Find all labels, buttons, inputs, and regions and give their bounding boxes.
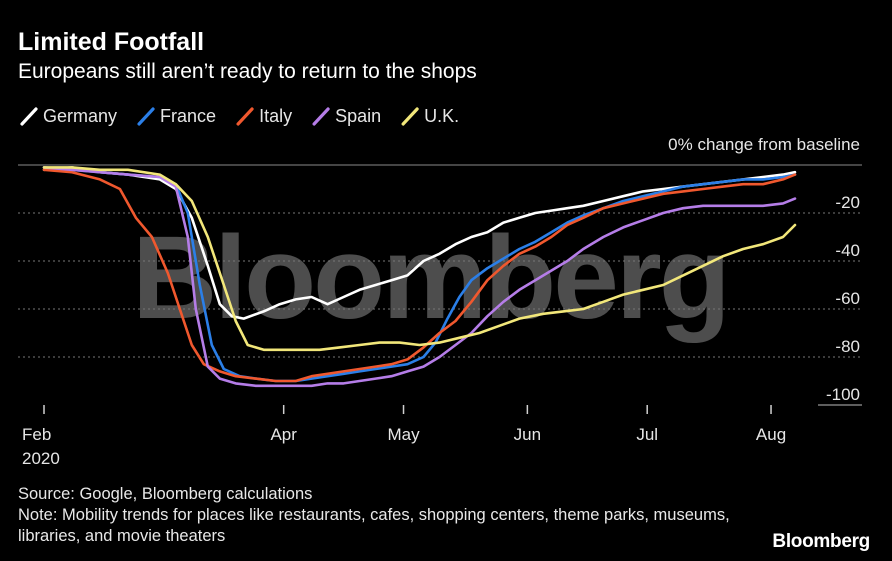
series-line-spain (42, 166, 797, 388)
y-tick-label: -80 (835, 337, 860, 356)
legend-label-uk: U.K. (424, 106, 459, 126)
legend-label-germany: Germany (43, 106, 117, 126)
watermark: Bloomberg (132, 212, 728, 344)
y-tick-label: -40 (835, 241, 860, 260)
legend-swatch-germany (20, 107, 38, 126)
x-tick-label: Aug (756, 425, 786, 444)
y-axis-label: 0% change from baseline (668, 135, 860, 154)
series-line-france (42, 166, 797, 383)
line-chart: Bloomberg 0% change from baseline -20 -40 -6… (18, 106, 862, 468)
x-tick-label: Feb (22, 425, 51, 444)
legend-swatch-spain (312, 107, 330, 126)
series-line-germany (42, 166, 797, 320)
y-tick-label: -100 (826, 385, 860, 404)
legend-label-spain: Spain (335, 106, 381, 126)
x-tick-label: Jul (636, 425, 658, 444)
legend-swatch-italy (236, 107, 254, 126)
note-text: Note: Mobility trends for places like re… (18, 506, 730, 545)
x-tick-label: Apr (270, 425, 297, 444)
chart-subtitle: Europeans still aren’t ready to return t… (18, 60, 477, 83)
x-tick-label: Jun (514, 425, 541, 444)
legend-swatch-uk (401, 107, 419, 126)
legend-label-france: France (160, 106, 216, 126)
y-tick-label: -20 (835, 193, 860, 212)
source-text: Source: Google, Bloomberg calculations (18, 485, 313, 503)
chart-title: Limited Footfall (18, 28, 205, 56)
legend-swatch-france (137, 107, 155, 126)
x-tick-label: May (387, 425, 420, 444)
series-line-uk (42, 166, 797, 352)
y-tick-label: -60 (835, 289, 860, 308)
legend-label-italy: Italy (259, 106, 292, 126)
series-line-italy (42, 168, 797, 383)
source-note: Source: Google, Bloomberg calculations N… (18, 484, 738, 547)
x-tick-sublabel: 2020 (22, 449, 60, 468)
bloomberg-logo: Bloomberg (772, 531, 870, 552)
